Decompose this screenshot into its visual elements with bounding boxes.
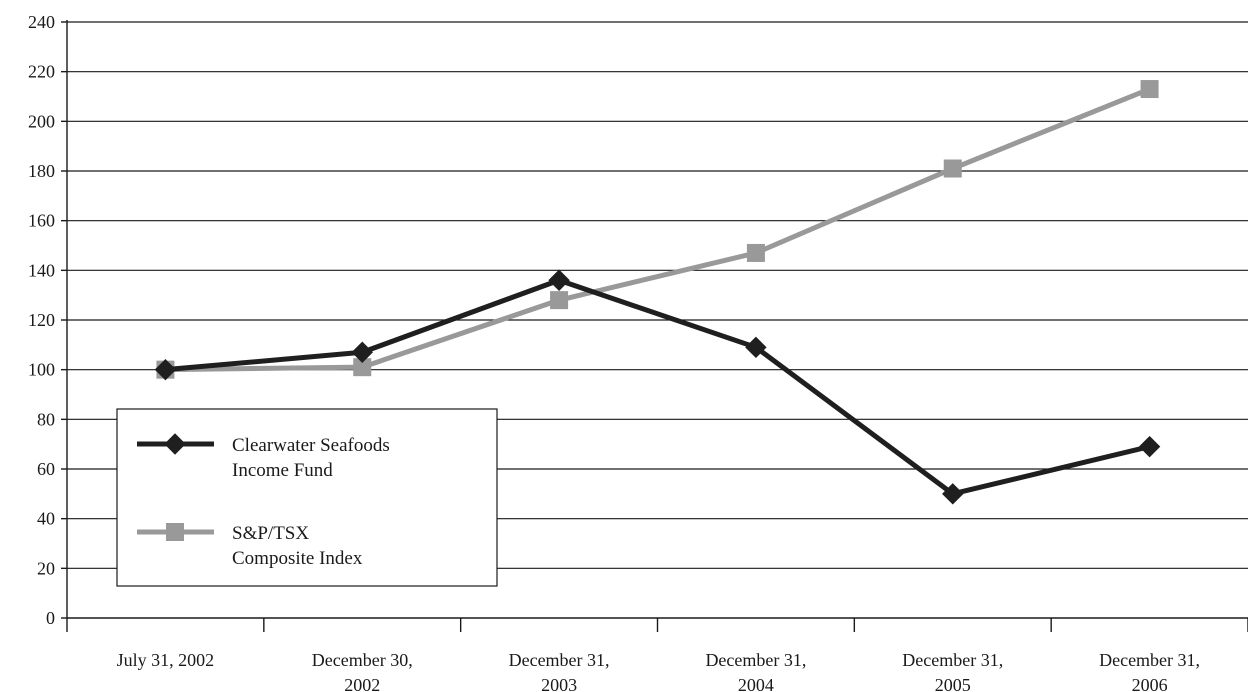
data-point <box>353 358 372 377</box>
x-tick-label-line: December 31, <box>509 650 610 670</box>
y-tick-label: 220 <box>28 62 55 82</box>
data-point <box>548 269 570 291</box>
legend: Clearwater Seafoods Income Fund S&P/TSX Com… <box>116 408 498 587</box>
series-sp-tsx <box>156 80 1159 379</box>
y-tick-label: 60 <box>37 459 55 479</box>
data-point <box>1140 80 1159 99</box>
legend-swatch-marker <box>166 523 184 541</box>
x-tick-label: December 31, 2003 <box>509 650 610 692</box>
legend-label: S&P/TSX Composite Index <box>232 523 363 569</box>
x-axis-tick-labels: July 31, 2002 December 30, 2002 December 31… <box>117 650 1200 692</box>
y-tick-label: 80 <box>37 409 55 429</box>
data-point <box>550 291 569 310</box>
legend-entry: S&P/TSX Composite Index <box>137 523 363 569</box>
legend-label-line: Income Fund <box>232 460 333 481</box>
y-tick-label: 0 <box>46 608 55 628</box>
series-clearwater <box>154 269 1161 505</box>
legend-box <box>116 408 498 587</box>
y-tick-label: 100 <box>28 360 55 380</box>
y-tick-label: 240 <box>28 12 55 32</box>
series-lines <box>154 80 1161 505</box>
legend-entry: Clearwater Seafoods Income Fund <box>137 433 390 481</box>
y-tick-label: 200 <box>28 111 55 131</box>
x-tick-label-line: 2004 <box>738 675 774 692</box>
y-tick-label: 180 <box>28 161 55 181</box>
data-point <box>1138 435 1161 458</box>
y-axis-tick-labels: 0 20 40 60 80 100 120 140 160 180 200 220 240 <box>28 12 55 628</box>
y-tick-label: 120 <box>28 310 55 330</box>
x-tick-label-line: July 31, 2002 <box>117 650 215 670</box>
x-tick-label-line: 2005 <box>935 675 971 692</box>
data-point <box>745 336 767 359</box>
x-tick-label-line: December 31, <box>1099 650 1200 670</box>
y-tick-label: 20 <box>37 558 55 578</box>
legend-label-line: Clearwater Seafoods <box>232 435 390 456</box>
legend-label: Clearwater Seafoods Income Fund <box>232 435 390 481</box>
y-tick-label: 140 <box>28 260 55 280</box>
x-tick-label: December 31, 2005 <box>902 650 1003 692</box>
x-tick-label: July 31, 2002 <box>117 650 215 670</box>
x-tick-label-line: 2006 <box>1132 675 1168 692</box>
x-tick-label: December 31, 2004 <box>705 650 806 692</box>
x-tick-label: December 30, 2002 <box>312 650 413 692</box>
y-tick-label: 40 <box>37 509 55 529</box>
legend-label-line: Composite Index <box>232 548 363 569</box>
x-tick-label-line: December 31, <box>902 650 1003 670</box>
x-tick-label-line: December 31, <box>705 650 806 670</box>
y-tick-label: 160 <box>28 211 55 231</box>
series-line <box>165 277 1151 497</box>
series-line <box>165 86 1151 373</box>
x-tick-label-line: 2003 <box>541 675 577 692</box>
data-point <box>154 358 177 381</box>
data-point <box>942 483 964 505</box>
legend-label-line: S&P/TSX <box>232 523 309 544</box>
data-point <box>351 341 373 363</box>
x-tick-label-line: 2002 <box>344 675 380 692</box>
x-tick-label-line: December 30, <box>312 650 413 670</box>
x-tick-label: December 31, 2006 <box>1099 650 1200 692</box>
data-point <box>943 159 962 178</box>
axes <box>61 20 1248 632</box>
data-point <box>746 243 765 262</box>
legend-swatch-marker <box>164 433 186 455</box>
